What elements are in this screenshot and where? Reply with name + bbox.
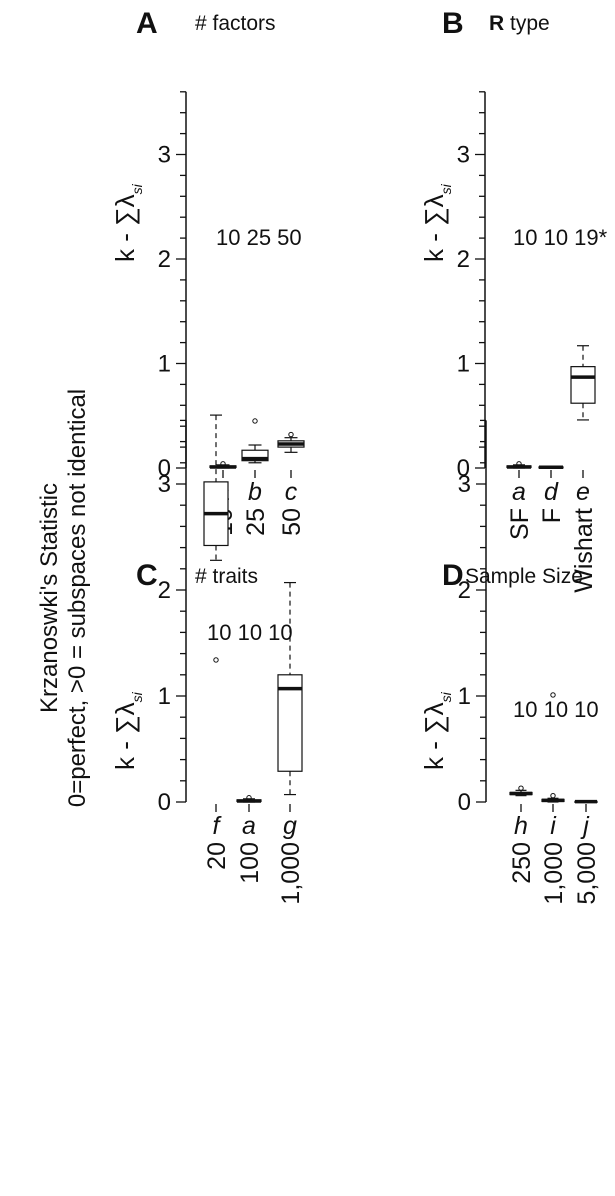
y-tick-label: 2	[458, 577, 471, 604]
y-axis-label-subscript: si	[438, 691, 454, 702]
y-tick-label: 3	[457, 142, 470, 169]
y-axis-label: k - ∑λsi	[110, 691, 145, 770]
group-letter: b	[248, 478, 262, 506]
count-labels: 10 10 19*	[513, 225, 608, 250]
y-tick-label: 2	[158, 246, 171, 273]
box-iqr	[570, 366, 596, 404]
box-2: i1,000	[540, 692, 568, 905]
x-category-label: 1,000	[277, 842, 305, 905]
y-tick-label: 3	[158, 471, 171, 498]
group-letter: e	[576, 478, 590, 506]
y-axis-label-main: k - ∑λ	[110, 702, 140, 770]
y-axis-label-main: k - ∑λ	[419, 702, 449, 770]
x-category-label: 50	[278, 508, 306, 536]
count-labels: 10 25 50	[216, 225, 302, 250]
group-letter: j	[580, 812, 590, 840]
y-tick-label: 0	[458, 789, 471, 816]
panel-title: R type	[489, 12, 550, 35]
y-tick-label: 1	[158, 683, 171, 710]
box-outlier	[213, 657, 219, 663]
y-axis-label-subscript: si	[129, 691, 145, 702]
panel-title-bold: R	[489, 12, 504, 35]
y-tick-label: 1	[458, 683, 471, 710]
box-outlier	[288, 431, 294, 438]
count-labels: 10 10 10	[513, 697, 599, 722]
y-axis-label-subscript: si	[438, 183, 454, 194]
group-letter: h	[514, 812, 528, 840]
panel-letter: B	[442, 7, 464, 40]
group-letter: f	[213, 812, 223, 840]
group-letter: i	[550, 812, 557, 840]
box-3: g1,000	[277, 581, 305, 905]
y-tick-label: 0	[457, 455, 470, 482]
box-3: j5,000	[573, 799, 601, 905]
x-category-label: 20	[203, 842, 231, 870]
box-outlier	[550, 692, 556, 698]
box-2: dF	[538, 465, 566, 523]
group-letter: a	[512, 478, 526, 506]
y-axis-label: k - ∑λsi	[110, 183, 145, 262]
x-category-label: 5,000	[573, 842, 601, 905]
y-tick-label: 1	[457, 351, 470, 378]
box-iqr	[277, 674, 303, 772]
x-category-label: SF	[506, 508, 534, 540]
y-axis-label-subscript: si	[129, 183, 145, 194]
y-tick-label: 1	[158, 351, 171, 378]
panel-title-rest: type	[504, 12, 550, 35]
count-labels: 10 10 10	[207, 620, 293, 645]
group-letter: c	[285, 478, 298, 506]
panel-letter: C	[136, 559, 158, 592]
y-axis-label: k - ∑λsi	[419, 691, 454, 770]
panel-title: # factors	[195, 12, 276, 35]
y-tick-label: 0	[158, 789, 171, 816]
figure-supersubtitle: 0=perfect, >0 = subspaces not identical	[64, 389, 91, 807]
y-tick-label: 2	[158, 577, 171, 604]
box-outlier	[518, 785, 524, 791]
y-tick-label: 2	[457, 246, 470, 273]
y-tick-label: 3	[158, 142, 171, 169]
panel-title: Sample Size	[465, 565, 583, 588]
panel-letter: D	[442, 559, 464, 592]
box-outlier	[246, 795, 252, 801]
box-iqr	[241, 449, 269, 462]
box-1: aSF	[506, 461, 534, 540]
x-category-label: 25	[242, 508, 270, 536]
panel-title: # traits	[195, 565, 258, 588]
x-category-label: Wishart	[570, 508, 598, 593]
box-outlier	[252, 418, 258, 424]
x-category-label: 250	[508, 842, 536, 884]
group-letter: d	[544, 478, 559, 506]
group-letter: g	[283, 812, 297, 840]
y-tick-label: 3	[458, 471, 471, 498]
panel-letter: A	[136, 7, 158, 40]
x-category-label: 1,000	[540, 842, 568, 905]
x-category-label: 100	[236, 842, 264, 884]
box-outlier	[516, 461, 522, 467]
y-axis-label-main: k - ∑λ	[110, 194, 140, 262]
y-axis-label-main: k - ∑λ	[419, 194, 449, 262]
group-letter: a	[242, 812, 256, 840]
box-outlier	[220, 461, 226, 467]
box-outlier	[550, 792, 556, 799]
y-tick-label: 0	[158, 455, 171, 482]
x-category-label: F	[538, 508, 566, 523]
figure-supertitle: Krzanoswki's Statistic	[36, 483, 63, 713]
box-3: c50	[277, 431, 306, 536]
box-2: b25	[241, 418, 270, 536]
y-axis-label: k - ∑λsi	[419, 183, 454, 262]
box-1: f20	[203, 414, 231, 870]
